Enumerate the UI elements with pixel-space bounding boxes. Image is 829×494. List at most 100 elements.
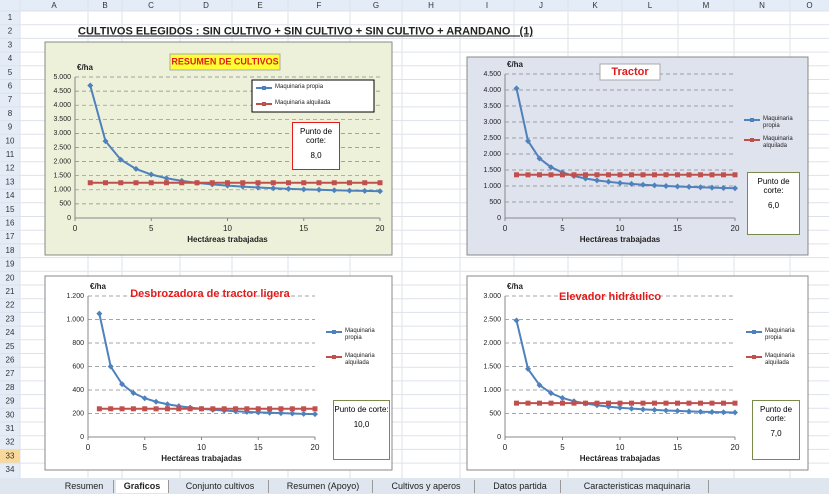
marker (301, 406, 307, 412)
column-header: I (486, 1, 488, 10)
x-axis-label: Hectáreas trabajadas (187, 235, 268, 244)
chart-area (466, 275, 809, 471)
marker (548, 400, 554, 406)
annotation-text: Punto de corte: (759, 405, 793, 423)
x-tick-label: 15 (673, 443, 682, 452)
y-tick-label: 1.500 (483, 363, 501, 370)
marker (663, 182, 669, 189)
marker (548, 390, 554, 397)
marker (651, 406, 658, 413)
marker (606, 172, 611, 178)
row-header: 21 (6, 287, 15, 296)
sheet-tab[interactable]: Resumen (Apoyo) (274, 480, 373, 493)
x-tick-label: 0 (73, 224, 78, 233)
sheet-tab[interactable]: Cultivos y aperos (378, 480, 475, 493)
marker (331, 187, 338, 194)
marker (674, 407, 681, 414)
marker (102, 138, 109, 145)
x-tick-label: 0 (503, 443, 508, 452)
marker (199, 406, 204, 412)
y-tick-label: 400 (72, 387, 84, 394)
sheet-tab[interactable]: Resumen (55, 480, 114, 493)
x-tick-label: 20 (731, 443, 740, 452)
row-header: 15 (6, 205, 15, 214)
marker (605, 178, 612, 185)
marker (720, 184, 727, 191)
column-header: F (317, 1, 322, 10)
chart-title: Desbrozadora de tractor ligera (130, 288, 290, 300)
y-axis-label: €/ha (507, 60, 524, 69)
marker (617, 172, 623, 178)
legend-label: Maquinaria alquilada (275, 100, 331, 106)
x-tick-label: 10 (616, 443, 625, 452)
y-tick-label: 2.500 (53, 144, 71, 151)
marker (548, 164, 554, 171)
marker (640, 406, 646, 413)
marker (629, 400, 634, 406)
x-tick-label: 0 (503, 224, 508, 233)
marker (536, 155, 543, 162)
marker (514, 172, 519, 178)
y-tick-label: 0 (67, 215, 71, 222)
sheet-tab[interactable]: Graficos (116, 480, 169, 493)
marker (179, 180, 185, 186)
marker (221, 406, 227, 412)
x-tick-label: 10 (197, 443, 206, 452)
marker (301, 180, 307, 186)
legend-marker (262, 102, 266, 106)
x-axis-label: Hectáreas trabajadas (580, 454, 661, 463)
x-tick-label: 5 (143, 443, 148, 452)
marker (629, 172, 634, 178)
legend-marker (262, 86, 266, 90)
sheet-tab[interactable]: Datos partida (480, 480, 561, 493)
sheet-tab[interactable]: Caracteristicas maquinaria (566, 480, 709, 493)
marker (640, 172, 646, 178)
row-header: 10 (6, 136, 15, 145)
sheet-title: CULTIVOS ELEGIDOS : SIN CULTIVO + SIN CU… (78, 25, 533, 37)
annotation-box: Punto de corte: 7,0 (752, 400, 800, 460)
marker (187, 406, 193, 412)
column-header: K (592, 1, 598, 10)
marker (346, 187, 353, 194)
marker (316, 180, 322, 186)
row-header: 6 (8, 81, 13, 90)
marker (331, 180, 337, 186)
column-header: J (539, 1, 543, 10)
marker (617, 404, 623, 411)
marker (267, 406, 273, 412)
legend-marker (752, 355, 756, 359)
x-tick-label: 5 (560, 443, 565, 452)
marker (117, 156, 124, 163)
legend-marker (750, 138, 754, 142)
marker (300, 186, 307, 193)
marker (513, 317, 520, 324)
marker (87, 82, 94, 89)
legend-label: Maquinaria alquilada (763, 136, 793, 149)
title-box (599, 63, 661, 81)
marker (686, 408, 692, 415)
row-header: 29 (6, 397, 15, 406)
marker (210, 406, 216, 412)
legend-label: Maquinaria alquilada (765, 353, 795, 366)
y-tick-label: 1.000 (483, 183, 501, 190)
y-tick-label: 2.000 (483, 340, 501, 347)
marker (675, 400, 680, 406)
column-header: E (257, 1, 262, 10)
x-tick-label: 5 (560, 224, 565, 233)
legend-label: Maquinaria propia (345, 328, 375, 341)
marker (130, 406, 136, 412)
marker (277, 410, 284, 417)
marker (583, 400, 588, 406)
marker (709, 408, 715, 415)
row-header: 13 (6, 177, 15, 186)
marker (640, 181, 646, 188)
legend-label: Maquinaria propia (763, 116, 793, 129)
row-header: 30 (6, 410, 15, 419)
sheet-tab[interactable]: Conjunto cultivos (172, 480, 269, 493)
legend-marker (752, 330, 756, 334)
y-tick-label: 1.000 (66, 316, 84, 323)
y-tick-label: 0 (80, 434, 84, 441)
x-tick-label: 15 (673, 224, 682, 233)
marker (628, 180, 635, 187)
